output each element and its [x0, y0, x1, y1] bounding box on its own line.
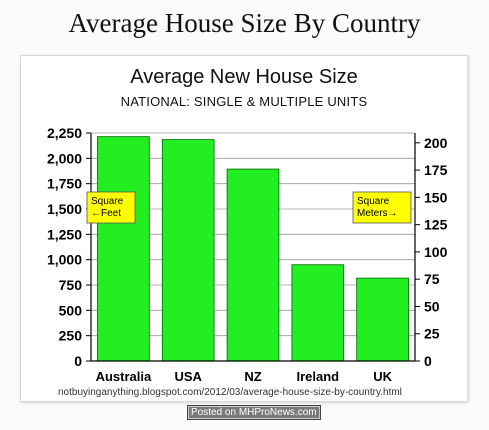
- bar: [291, 264, 345, 362]
- left-unit-label-line1: Square: [91, 196, 124, 207]
- chart-subtitle: NATIONAL: SINGLE & MULTIPLE UNITS: [120, 94, 368, 109]
- axes: [86, 132, 420, 362]
- posted-badge: Posted on MHProNews.com: [187, 405, 321, 420]
- axis-labels: 02505007501,0001,2501,5001,7502,0002,250…: [47, 125, 448, 384]
- bar: [97, 136, 150, 362]
- page-title: Average House Size By Country: [68, 8, 421, 38]
- category-label: Ireland: [296, 369, 339, 384]
- left-tick-label: 250: [59, 328, 83, 344]
- right-tick-label: 175: [424, 162, 448, 178]
- left-tick-label: 750: [59, 277, 83, 293]
- category-label: NZ: [244, 369, 261, 384]
- bars: [97, 136, 409, 362]
- chart-title: Average New House Size: [130, 66, 358, 88]
- left-tick-label: 2,000: [47, 150, 82, 166]
- bar: [161, 139, 215, 362]
- category-label: Australia: [96, 369, 152, 384]
- right-tick-label: 100: [424, 244, 448, 260]
- right-tick-label: 75: [424, 271, 440, 287]
- right-tick-label: 50: [424, 298, 440, 314]
- right-tick-label: 25: [424, 326, 440, 342]
- left-tick-label: 500: [59, 302, 83, 318]
- left-tick-label: 1,000: [47, 252, 82, 268]
- bar: [356, 277, 409, 362]
- left-tick-label: 2,250: [47, 125, 82, 141]
- source-note: notbuyinganything.blogspot.com/2012/03/a…: [58, 387, 402, 398]
- bar-chart: 02505007501,0001,2501,5001,7502,0002,250…: [47, 125, 448, 384]
- left-unit-label: Square←Feet: [86, 191, 136, 224]
- chart-panel: Average New House Size NATIONAL: SINGLE …: [20, 55, 468, 402]
- left-unit-label-box: [86, 191, 136, 224]
- left-tick-label: 1,500: [47, 201, 82, 217]
- right-tick-label: 0: [424, 353, 432, 369]
- left-tick-label: 0: [74, 353, 82, 369]
- right-tick-label: 150: [424, 189, 448, 205]
- bar: [226, 168, 280, 362]
- right-unit-label-line2: Meters→: [357, 208, 398, 219]
- right-tick-label: 200: [424, 135, 448, 151]
- right-unit-label-box: [352, 191, 412, 224]
- left-unit-label-line2: ←Feet: [91, 208, 121, 219]
- right-tick-label: 125: [424, 217, 448, 233]
- category-label: USA: [174, 369, 202, 384]
- right-unit-label-line1: Square: [357, 196, 390, 207]
- category-label: UK: [373, 369, 392, 384]
- left-tick-label: 1,250: [47, 226, 82, 242]
- left-tick-label: 1,750: [47, 176, 82, 192]
